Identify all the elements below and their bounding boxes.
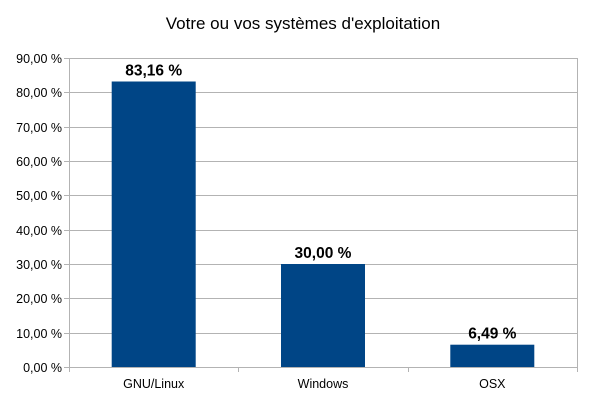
x-tick-label: GNU/Linux (123, 377, 185, 391)
y-tick-label: 0,00 % (23, 361, 62, 375)
y-tick-label: 40,00 % (16, 224, 62, 238)
y-tick-label: 50,00 % (16, 189, 62, 203)
y-tick-label: 80,00 % (16, 86, 62, 100)
data-label: 6,49 % (468, 326, 516, 343)
y-tick-label: 70,00 % (16, 121, 62, 135)
bar-osx (450, 344, 535, 367)
y-tick-label: 10,00 % (16, 327, 62, 341)
y-tick-label: 20,00 % (16, 292, 62, 306)
y-tick-label: 30,00 % (16, 258, 62, 272)
x-tick-label: OSX (479, 377, 506, 391)
y-tick-label: 60,00 % (16, 155, 62, 169)
bar-gnu-linux (111, 81, 196, 367)
data-label: 83,16 % (125, 63, 182, 80)
data-label: 30,00 % (295, 245, 352, 262)
y-tick-label: 90,00 % (16, 52, 62, 66)
chart-title: Votre ou vos systèmes d'exploitation (165, 14, 441, 33)
x-tick-label: Windows (298, 377, 349, 391)
bar-windows (281, 264, 365, 367)
